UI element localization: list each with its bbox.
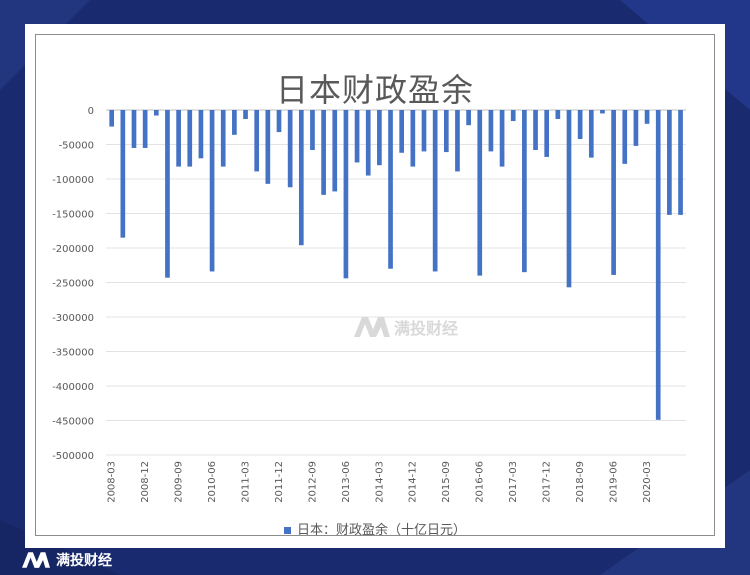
bar (354, 110, 360, 163)
bar (577, 110, 583, 139)
bar (165, 110, 170, 278)
bar (466, 110, 471, 126)
x-tick-label: 2010-06 (207, 461, 218, 503)
legend-swatch (283, 527, 291, 534)
y-tick-label: -500000 (52, 451, 94, 462)
bar (232, 110, 237, 135)
x-tick-label: 2017-03 (508, 461, 519, 503)
x-tick-label: 2012-09 (307, 461, 318, 503)
bar (544, 110, 550, 157)
x-tick-label: 2018-09 (575, 461, 586, 503)
x-tick-label: 2016-06 (475, 461, 486, 503)
bar (176, 110, 181, 167)
bar (622, 110, 628, 164)
bar (443, 110, 449, 153)
watermark-text: 满投财经 (394, 319, 459, 338)
bar (220, 110, 226, 167)
watermark: 满投财经 (354, 315, 458, 339)
bar (499, 110, 505, 167)
chart-frame: 日本财政盈余 0 -50000 -100000 -150000 -200000 -2500… (35, 34, 715, 538)
bar (477, 110, 483, 276)
chart-panel: 日本财政盈余 0 -50000 -100000 -150000 -200000 -2500… (25, 24, 725, 548)
bar (187, 110, 193, 167)
bar (298, 110, 304, 246)
bar (265, 110, 271, 184)
bar (388, 110, 393, 269)
x-tick-label: 2014-12 (408, 461, 419, 503)
bar (310, 110, 315, 151)
y-tick-label: -350000 (52, 348, 94, 359)
bar (254, 110, 260, 172)
x-tick-label: 2020-03 (642, 461, 653, 503)
bar (198, 110, 204, 159)
chart-title: 日本财政盈余 (275, 71, 474, 109)
bar (488, 110, 494, 152)
y-tick-label: -400000 (52, 382, 94, 393)
bar-chart: 0 -50000 -100000 -150000 -200000 -250000 -3000… (52, 106, 686, 503)
x-tick-label: 2008-03 (107, 461, 118, 503)
bar (142, 110, 148, 148)
bar (555, 110, 561, 119)
bar (678, 110, 683, 215)
bar (243, 110, 248, 119)
y-tick-label: -250000 (52, 279, 94, 290)
legend: 日本：财政盈余（十亿日元） (36, 519, 714, 538)
bar (566, 110, 572, 288)
bar (276, 110, 282, 133)
bar (109, 110, 115, 127)
x-tick-label: 2011-03 (240, 461, 251, 503)
bar (588, 110, 594, 158)
x-tick-label: 2013-06 (341, 461, 352, 503)
x-tick-label: 2014-03 (374, 461, 385, 503)
bar (209, 110, 215, 272)
bar (510, 110, 516, 122)
bar (287, 110, 293, 188)
brand-footer: 满投财经 (22, 547, 122, 573)
bar (343, 110, 349, 279)
bar (321, 110, 326, 195)
legend-label: 日本：财政盈余（十亿日元） (296, 523, 466, 538)
bar (633, 110, 639, 146)
y-tick-label: -300000 (52, 313, 94, 324)
bar (533, 110, 538, 151)
bar (667, 110, 672, 215)
bar (120, 110, 126, 238)
x-tick-label: 2017-12 (542, 461, 553, 503)
y-tick-label: 0 (88, 106, 94, 117)
bar (131, 110, 137, 148)
bar (399, 110, 405, 153)
bar (153, 110, 159, 116)
bar (410, 110, 416, 167)
y-tick-label: -200000 (52, 244, 94, 255)
x-tick-label: 2019-06 (609, 461, 620, 503)
brand-logo-icon (354, 317, 390, 337)
y-tick-label: -100000 (52, 175, 94, 186)
y-tick-label: -150000 (52, 210, 94, 221)
x-tick-label: 2008-12 (140, 461, 151, 503)
bar (522, 110, 527, 273)
brand-text: 满投财经 (56, 553, 112, 569)
x-tick-label: 2011-12 (274, 461, 285, 503)
bar (655, 110, 661, 420)
bar (332, 110, 338, 192)
bar (377, 110, 382, 166)
bar (432, 110, 438, 272)
bar (611, 110, 616, 275)
x-tick-label: 2015-09 (441, 461, 452, 503)
bar (365, 110, 371, 176)
y-tick-label: -50000 (59, 141, 94, 152)
y-tick-label: -450000 (52, 417, 94, 428)
brand-logo-icon (22, 552, 50, 568)
bar (421, 110, 427, 152)
bar (600, 110, 605, 114)
bar (455, 110, 460, 172)
x-tick-label: 2009-09 (174, 461, 185, 503)
bar (644, 110, 650, 124)
